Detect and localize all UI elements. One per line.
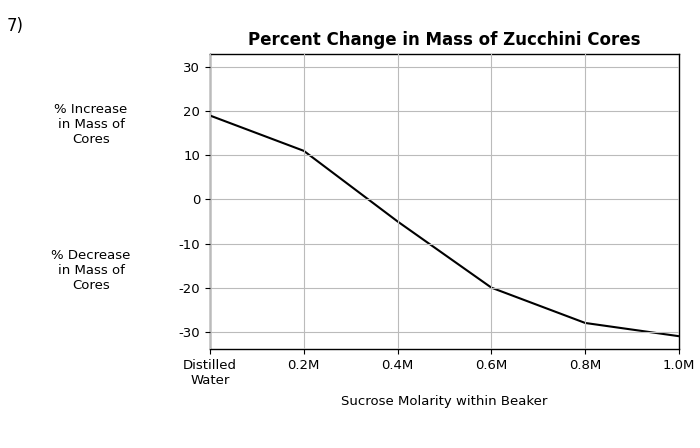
Title: Percent Change in Mass of Zucchini Cores: Percent Change in Mass of Zucchini Cores	[248, 31, 640, 49]
Text: % Decrease
in Mass of
Cores: % Decrease in Mass of Cores	[51, 249, 131, 292]
Text: 7): 7)	[7, 17, 24, 35]
X-axis label: Sucrose Molarity within Beaker: Sucrose Molarity within Beaker	[342, 396, 547, 409]
Text: % Increase
in Mass of
Cores: % Increase in Mass of Cores	[55, 103, 127, 146]
